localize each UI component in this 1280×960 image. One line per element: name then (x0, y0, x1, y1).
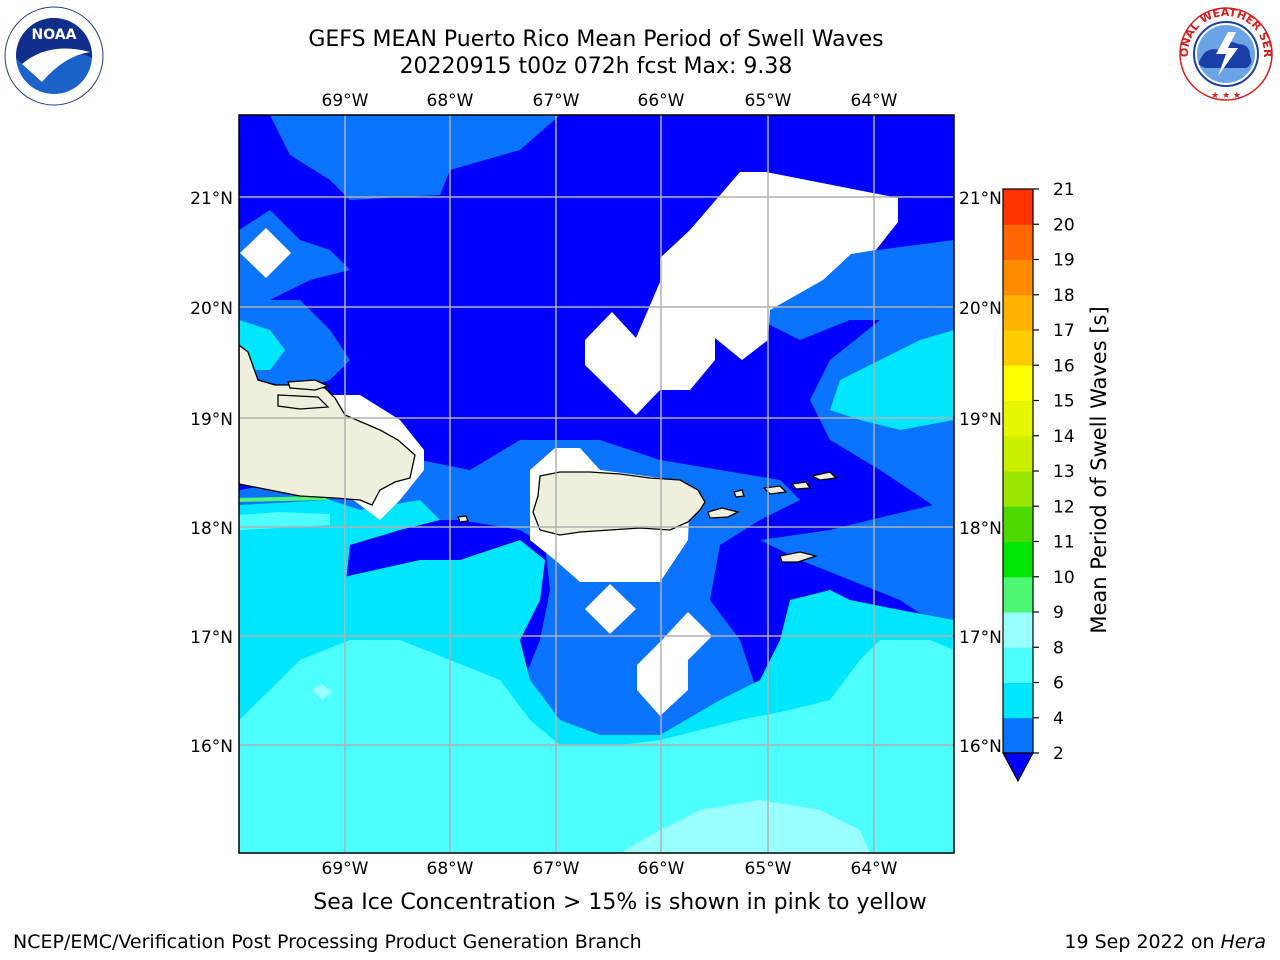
map-area (239, 115, 954, 853)
lat-tick-label: 17°N (959, 628, 1002, 648)
chart-title: GEFS MEAN Puerto Rico Mean Period of Swe… (308, 27, 884, 52)
colorbar-tick-label: 11 (1053, 533, 1075, 553)
colorbar-segment (1003, 330, 1033, 366)
colorbar-segment (1003, 647, 1033, 683)
lon-tick-label: 67°W (533, 91, 580, 111)
colorbar-tick-label: 12 (1053, 497, 1075, 517)
chart-subtitle: 20220915 t00z 072h fcst Max: 9.38 (399, 54, 793, 79)
machine-name: Hera (1220, 931, 1266, 953)
noaa-logo-text: NOAA (32, 27, 77, 43)
lat-tick-label: 21°N (190, 189, 233, 209)
colorbar-segment (1003, 224, 1033, 260)
lat-tick-label: 19°N (959, 410, 1002, 430)
lat-tick-label: 19°N (190, 410, 233, 430)
colorbar-label: Mean Period of Swell Waves [s] (1087, 306, 1111, 633)
colorbar-tick-label: 13 (1053, 462, 1075, 482)
lon-tick-label: 66°W (638, 859, 685, 879)
lon-tick-label: 68°W (427, 91, 474, 111)
colorbar-segment (1003, 365, 1033, 401)
colorbar-segment (1003, 400, 1033, 437)
colorbar-tick-label: 16 (1053, 356, 1075, 376)
colorbar-segment (1003, 576, 1033, 613)
lat-tick-label: 17°N (190, 628, 233, 648)
colorbar-tick-label: 14 (1053, 427, 1075, 447)
colorbar-segment (1003, 189, 1033, 225)
lon-tick-label: 64°W (851, 91, 898, 111)
lat-ticks-left: 21°N 20°N 19°N 18°N 17°N 16°N (190, 189, 233, 757)
lon-tick-label: 69°W (322, 859, 369, 879)
colorbar-tick-label: 17 (1053, 321, 1075, 341)
colorbar-tick-label: 19 (1053, 251, 1075, 271)
colorbar-segment (1003, 682, 1033, 719)
lon-tick-label: 65°W (745, 859, 792, 879)
tortuga-island (287, 379, 330, 391)
colorbar-segment (1003, 259, 1033, 296)
graticule (239, 115, 954, 853)
svg-text:★ ★ ★: ★ ★ ★ (1211, 91, 1241, 101)
land (239, 344, 838, 563)
lon-tick-label: 65°W (745, 91, 792, 111)
st-croix-island (779, 551, 819, 563)
lat-tick-label: 18°N (190, 519, 233, 539)
colorbar-segment (1003, 471, 1033, 507)
lon-ticks-bottom: 69°W 68°W 67°W 66°W 65°W 64°W (322, 859, 898, 879)
contour-6-8 (239, 512, 954, 853)
colorbar-ticks: 2 4 6 8 9 10 11 12 13 14 15 16 17 18 19 20 21 (1033, 180, 1075, 764)
colorbar-tick-label: 10 (1053, 568, 1075, 588)
contour-green-sliver (239, 496, 330, 502)
colorbar-segment (1003, 612, 1033, 648)
colorbar-tick-label: 4 (1053, 709, 1064, 729)
lon-ticks-top: 69°W 68°W 67°W 66°W 65°W 64°W (322, 91, 898, 111)
hispaniola-outline (239, 344, 416, 506)
lon-tick-label: 69°W (322, 91, 369, 111)
colorbar-tick-label: 21 (1053, 180, 1075, 200)
colorbar-tick-label: 15 (1053, 392, 1075, 412)
nws-logo: NATIONAL WEATHER SERVICE ★ ★ ★ (1176, 4, 1275, 103)
lat-tick-label: 20°N (190, 299, 233, 319)
culebra-island (733, 489, 745, 498)
anegada-island (810, 471, 838, 481)
lat-tick-label: 20°N (959, 299, 1002, 319)
colorbar-tick-label: 9 (1053, 603, 1064, 623)
gonave-island (277, 394, 330, 410)
footer-date: 19 Sep 2022 on Hera (1064, 931, 1266, 953)
lat-ticks-right: 21°N 20°N 19°N 18°N 17°N 16°N (959, 189, 1002, 757)
colorbar (1001, 188, 1035, 783)
lon-tick-label: 67°W (533, 859, 580, 879)
footer-credit: NCEP/EMC/Verification Post Processing Pr… (13, 931, 642, 953)
lon-tick-label: 68°W (427, 859, 474, 879)
lat-tick-label: 21°N (959, 189, 1002, 209)
lat-tick-label: 18°N (959, 519, 1002, 539)
sea-ice-note: Sea Ice Concentration > 15% is shown in … (313, 890, 927, 915)
tortola-island (790, 481, 812, 490)
colorbar-under-arrow (1001, 752, 1035, 783)
noaa-logo: NOAA (4, 6, 104, 106)
lon-tick-label: 64°W (851, 859, 898, 879)
colorbar-segment (1003, 435, 1033, 472)
colorbar-segment (1003, 506, 1033, 542)
map-frame (238, 114, 955, 854)
colorbar-tick-label: 8 (1053, 638, 1064, 658)
colorbar-tick-label: 18 (1053, 286, 1075, 306)
contour-8-9 (312, 684, 870, 853)
colorbar-segment (1003, 541, 1033, 578)
puerto-rico-outline (532, 471, 706, 536)
lat-tick-label: 16°N (190, 737, 233, 757)
colorbar-tick-label: 2 (1053, 744, 1064, 764)
vieques-island (707, 507, 740, 519)
colorbar-tick-label: 6 (1053, 674, 1064, 694)
lon-tick-label: 66°W (638, 91, 685, 111)
colorbar-segment (1003, 294, 1033, 331)
colorbar-segment (1003, 717, 1033, 754)
colorbar-tick-label: 20 (1053, 215, 1075, 235)
mona-island (457, 515, 469, 523)
lat-tick-label: 16°N (959, 737, 1002, 757)
